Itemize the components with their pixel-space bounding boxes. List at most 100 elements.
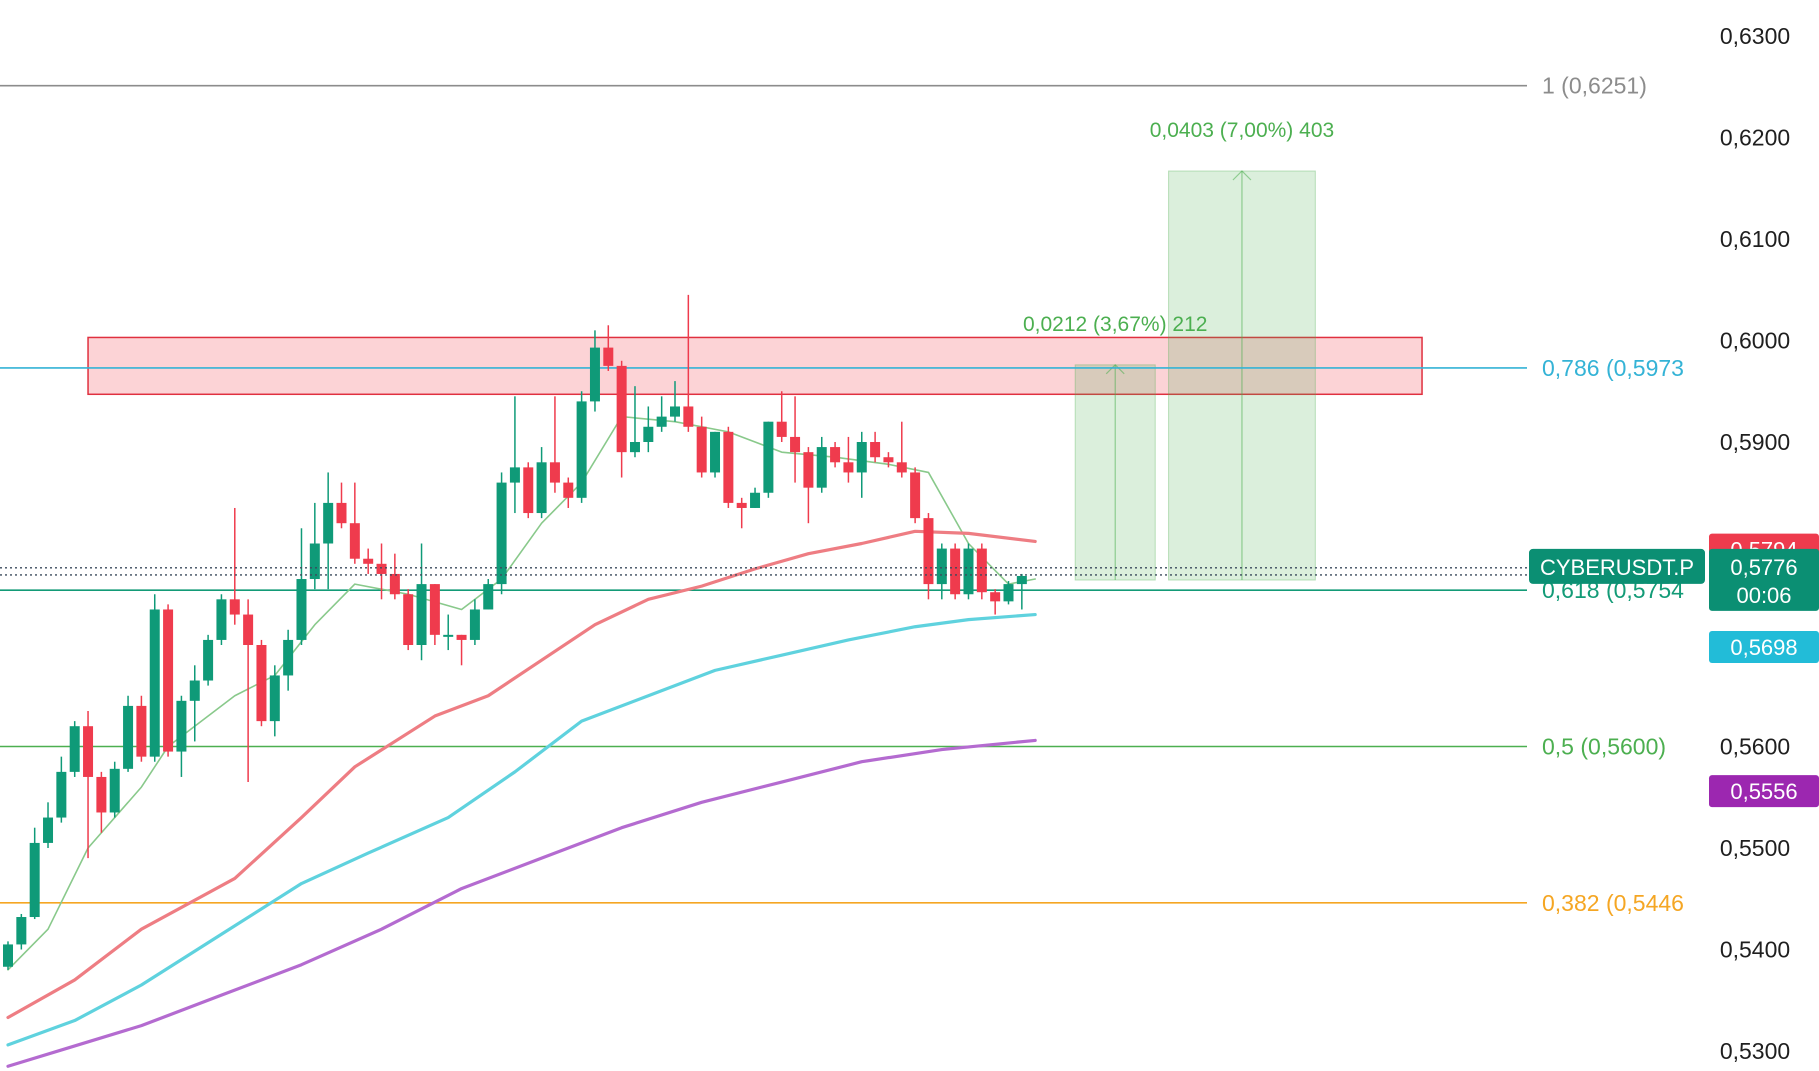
position-label: 0,0212 (3,67%) 212 xyxy=(1023,313,1207,336)
candle-body xyxy=(83,726,94,777)
candle-body xyxy=(896,462,907,473)
candle-body xyxy=(163,609,174,752)
candle-body xyxy=(176,700,187,752)
candle-body xyxy=(750,492,761,508)
candle-body xyxy=(710,431,721,473)
candlestick xyxy=(790,396,801,483)
candle-body xyxy=(309,543,320,580)
candlestick xyxy=(243,599,254,783)
candle-body xyxy=(576,401,587,498)
candle-body xyxy=(509,467,520,483)
candle-body xyxy=(56,771,67,818)
candle-body xyxy=(29,842,40,918)
candlestick xyxy=(403,589,414,651)
candlestick xyxy=(830,442,841,468)
price-badge xyxy=(1709,775,1819,808)
candlestick xyxy=(803,447,814,524)
candle-body xyxy=(683,406,694,427)
price-tick-label: 0,6000 xyxy=(1720,328,1790,354)
candle-body xyxy=(830,447,841,463)
candlestick xyxy=(1003,581,1014,605)
candle-body xyxy=(136,705,147,757)
candle-body xyxy=(589,347,600,402)
candlestick xyxy=(429,584,440,645)
candlestick xyxy=(496,472,507,595)
candlestick xyxy=(750,487,761,508)
current-price-label: 0,5776 xyxy=(1730,555,1797,580)
price-axis[interactable]: 0,6300 0,6200 0,6100 0,6000 0,5900 0,5600 0,55… xyxy=(1720,23,1790,1064)
resistance-zone-layer xyxy=(87,336,1423,396)
fib-level-label: 1 (0,6251) xyxy=(1542,73,1647,99)
candlestick xyxy=(990,589,1001,615)
candle-body xyxy=(389,573,400,595)
candle-body xyxy=(3,944,13,967)
candle-body xyxy=(629,442,640,453)
candlestick xyxy=(950,543,961,600)
candle-body xyxy=(349,523,360,559)
candlestick xyxy=(883,452,894,468)
candle-body xyxy=(976,548,987,593)
candlestick xyxy=(616,360,627,478)
candle-body xyxy=(256,645,267,722)
candlestick xyxy=(283,629,294,691)
candle-body xyxy=(883,457,894,463)
position-label: 0,0403 (7,00%) 403 xyxy=(1150,119,1334,142)
fib-level-label: 0,5 (0,5600) xyxy=(1542,734,1666,760)
candlestick xyxy=(216,594,227,645)
candlestick xyxy=(870,431,881,463)
candlestick xyxy=(269,665,280,737)
candle-body xyxy=(523,467,534,514)
candle-body xyxy=(910,472,921,519)
candlestick xyxy=(910,467,921,524)
candlestick xyxy=(536,447,547,519)
candlestick xyxy=(629,386,640,458)
candlestick xyxy=(229,507,240,625)
candlestick xyxy=(56,756,67,823)
price-tick-label: 0,6300 xyxy=(1720,23,1790,49)
candlestick xyxy=(469,599,480,645)
candle-body xyxy=(763,421,774,493)
fib-level-label: 0,786 (0,5973 xyxy=(1542,355,1684,381)
candle-body xyxy=(776,421,787,437)
candlestick xyxy=(710,431,721,478)
candlesticks-layer xyxy=(3,294,1027,970)
candle-body xyxy=(736,502,747,508)
candlestick xyxy=(763,421,774,498)
candlestick xyxy=(43,802,54,848)
candlestick xyxy=(176,695,187,777)
candle-body xyxy=(816,447,827,488)
candle-body xyxy=(243,614,254,645)
candlestick xyxy=(109,761,120,818)
candle-body xyxy=(149,609,160,757)
candlestick xyxy=(816,436,827,493)
candle-body xyxy=(1003,584,1014,602)
symbol-tag xyxy=(1529,548,1705,584)
moving-average-line xyxy=(6,612,1037,1047)
candle-body xyxy=(229,599,240,615)
candle-body xyxy=(549,462,560,483)
candle-body xyxy=(203,639,214,681)
candle-body xyxy=(189,680,200,701)
candlestick xyxy=(69,721,80,777)
candlestick xyxy=(936,543,947,600)
candlestick xyxy=(523,462,534,519)
candlestick xyxy=(189,665,200,742)
candle-body xyxy=(216,599,227,640)
candlestick xyxy=(576,391,587,503)
current-price-badge xyxy=(1709,548,1819,611)
candle-body xyxy=(496,482,507,585)
candlestick xyxy=(323,472,334,590)
candle-body xyxy=(696,426,707,473)
moving-averages-layer xyxy=(6,415,1037,1068)
price-tick-label: 0,5300 xyxy=(1720,1038,1790,1064)
candlestick xyxy=(976,543,987,600)
price-tick-label: 0,5600 xyxy=(1720,734,1790,760)
candlestick xyxy=(29,827,40,920)
candle-body xyxy=(1016,575,1027,585)
price-tick-label: 0,5500 xyxy=(1720,835,1790,861)
candlestick xyxy=(723,426,734,508)
price-tick-label: 0,5900 xyxy=(1720,429,1790,455)
candlestick xyxy=(349,482,360,564)
